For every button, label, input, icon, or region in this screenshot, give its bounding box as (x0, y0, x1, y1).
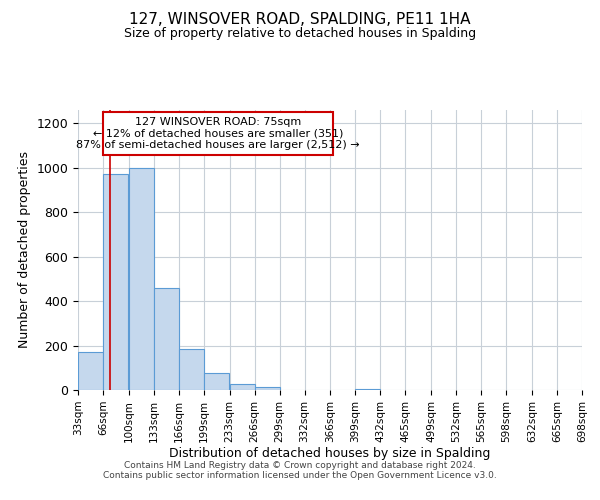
Text: 127 WINSOVER ROAD: 75sqm
← 12% of detached houses are smaller (351)
87% of semi-: 127 WINSOVER ROAD: 75sqm ← 12% of detach… (76, 116, 360, 150)
FancyBboxPatch shape (103, 112, 334, 155)
X-axis label: Distribution of detached houses by size in Spalding: Distribution of detached houses by size … (169, 448, 491, 460)
Bar (355, 389, 380, 390)
Bar (103, 174, 128, 390)
Y-axis label: Number of detached properties: Number of detached properties (18, 152, 31, 348)
Text: 127, WINSOVER ROAD, SPALDING, PE11 1HA: 127, WINSOVER ROAD, SPALDING, PE11 1HA (129, 12, 471, 28)
Text: Size of property relative to detached houses in Spalding: Size of property relative to detached ho… (124, 28, 476, 40)
Bar (204, 374, 229, 390)
Bar (154, 288, 179, 390)
Bar (78, 352, 103, 390)
Bar (179, 349, 204, 390)
Bar (230, 384, 254, 390)
Bar (254, 386, 280, 390)
Bar (129, 168, 154, 390)
Text: Contains HM Land Registry data © Crown copyright and database right 2024.
Contai: Contains HM Land Registry data © Crown c… (103, 460, 497, 480)
